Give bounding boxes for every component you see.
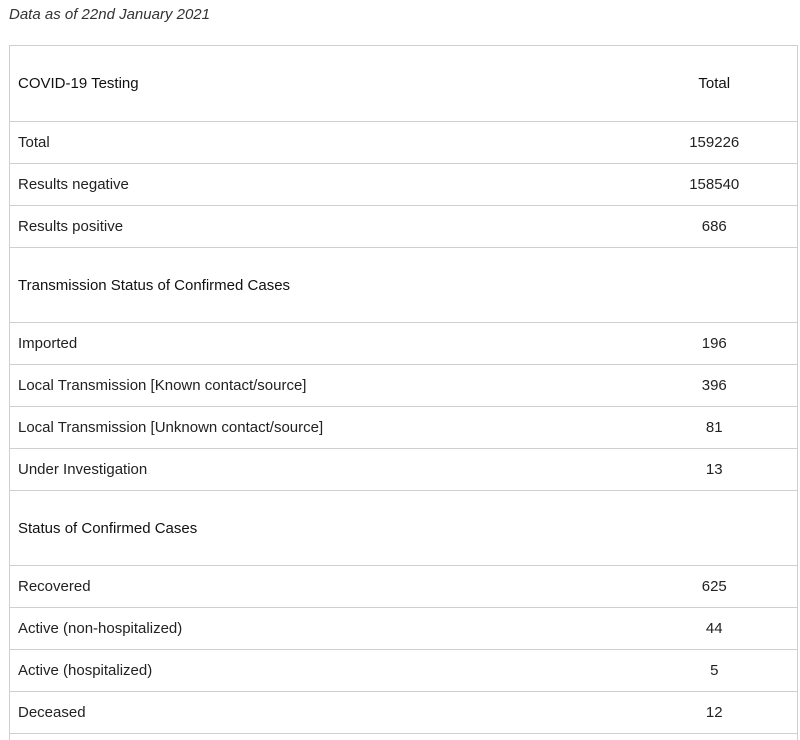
section-header-row: Status of Confirmed Cases [10, 491, 798, 566]
table-row: Under Investigation 13 [10, 449, 798, 491]
table-row: Total 159226 [10, 122, 798, 164]
row-label: Local Transmission [Unknown contact/sour… [10, 407, 632, 449]
row-label: Total [10, 122, 632, 164]
row-label: Active (non-hospitalized) [10, 608, 632, 650]
row-value: 625 [632, 566, 798, 608]
tail-cell [632, 734, 798, 740]
row-label: Local Transmission [Known contact/source… [10, 365, 632, 407]
table-row: Active (hospitalized) 5 [10, 650, 798, 692]
row-value: 13 [632, 449, 798, 491]
table-header-row: COVID-19 Testing Total [10, 46, 798, 122]
section-title-status: Status of Confirmed Cases [10, 491, 632, 566]
table-row: Local Transmission [Known contact/source… [10, 365, 798, 407]
row-value: 686 [632, 206, 798, 248]
row-label: Deceased [10, 692, 632, 734]
data-date-note: Data as of 22nd January 2021 [9, 6, 210, 23]
row-label: Active (hospitalized) [10, 650, 632, 692]
section-empty-cell [632, 248, 798, 323]
row-value: 158540 [632, 164, 798, 206]
row-value: 44 [632, 608, 798, 650]
table-row: Local Transmission [Unknown contact/sour… [10, 407, 798, 449]
row-label: Results negative [10, 164, 632, 206]
header-total-label: Total [632, 46, 798, 122]
section-empty-cell [632, 491, 798, 566]
table-row: Results negative 158540 [10, 164, 798, 206]
table-row: Deceased 12 [10, 692, 798, 734]
row-label: Imported [10, 323, 632, 365]
row-value: 5 [632, 650, 798, 692]
header-testing-label: COVID-19 Testing [10, 46, 632, 122]
table-row: Active (non-hospitalized) 44 [10, 608, 798, 650]
row-value: 12 [632, 692, 798, 734]
table-tail-row [10, 734, 798, 740]
section-title-transmission: Transmission Status of Confirmed Cases [10, 248, 632, 323]
table-row: Imported 196 [10, 323, 798, 365]
tail-cell [10, 734, 632, 740]
section-header-row: Transmission Status of Confirmed Cases [10, 248, 798, 323]
row-label: Under Investigation [10, 449, 632, 491]
row-label: Results positive [10, 206, 632, 248]
row-value: 159226 [632, 122, 798, 164]
row-label: Recovered [10, 566, 632, 608]
covid-stats-table: COVID-19 Testing Total Total 159226 Resu… [9, 45, 798, 740]
row-value: 81 [632, 407, 798, 449]
row-value: 196 [632, 323, 798, 365]
table-row: Recovered 625 [10, 566, 798, 608]
table-row: Results positive 686 [10, 206, 798, 248]
row-value: 396 [632, 365, 798, 407]
